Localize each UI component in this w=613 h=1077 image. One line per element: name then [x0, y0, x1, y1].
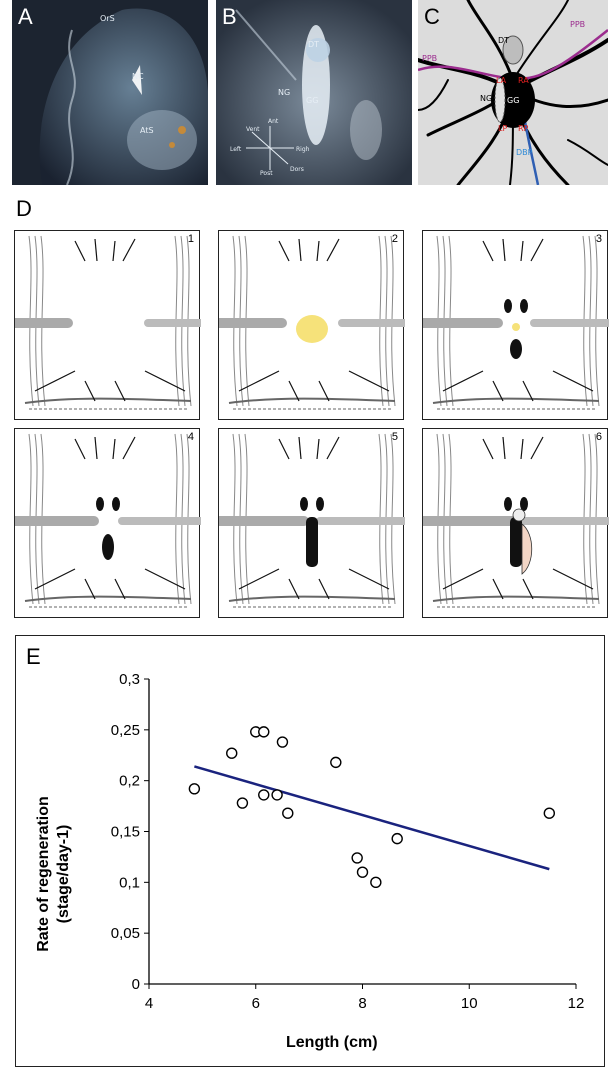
stage-panel-6: 6 [422, 428, 609, 618]
ats-label: AtS [140, 126, 154, 135]
data-point [356, 866, 369, 878]
stage-panel-1: 1 [14, 230, 201, 420]
stage-panel-3: 3 [422, 230, 609, 420]
data-point [226, 747, 238, 759]
y-tick-label: 0,05 [111, 925, 140, 942]
data-point [236, 797, 249, 809]
x-tick-label: 4 [145, 995, 153, 1012]
stage-number: 1 [187, 233, 194, 245]
ng-label: NG [278, 88, 291, 97]
data-point [188, 783, 201, 795]
trend-line [194, 765, 550, 871]
x-tick-label: 6 [252, 995, 260, 1012]
data-point [370, 876, 382, 889]
c-ra-label: RA [518, 76, 529, 85]
panel-e-letter: E [26, 644, 41, 669]
data-point [258, 789, 270, 801]
panel-b-letter: B [222, 4, 237, 29]
stage-panel-5: 5 [218, 428, 405, 618]
dt-label: DT [308, 40, 320, 49]
c-gg-label: GG [507, 96, 520, 105]
stage-drawing-3 [423, 235, 609, 410]
panel-b-photo: B DT NG GG Ant Vent Left Righ Post Dors [216, 0, 412, 185]
compass-dors: Dors [290, 166, 304, 173]
data-point [271, 789, 283, 801]
c-dt-label: DT [498, 36, 510, 45]
data-point [543, 807, 556, 819]
stage-drawing-6 [423, 433, 609, 608]
panel-d-letter: D [16, 196, 32, 221]
data-point [258, 726, 270, 738]
y-axis-title-line-2: (stage/day-1) [55, 824, 72, 924]
panel-c-letter: C [424, 4, 440, 29]
nc-label: NC [132, 72, 144, 81]
c-dbp-label: DBP [516, 148, 533, 157]
stage-number: 3 [595, 233, 602, 245]
c-la-label: LA [496, 76, 507, 85]
compass-left: Left [230, 146, 242, 153]
data-point [282, 807, 294, 819]
y-tick-label: 0,25 [111, 722, 140, 739]
c-ppb-right-label: PPB [570, 20, 586, 29]
c-lp-label: LP [498, 124, 508, 133]
stage-number: 2 [391, 233, 398, 245]
panel-c-diagram: C DT PPB PPB LA RA NG GG LP RP DBP [418, 0, 608, 185]
stage-panel-2: 2 [218, 230, 405, 420]
compass-ant: Ant [268, 118, 279, 125]
y-tick-label: 0,3 [119, 671, 140, 688]
x-tick-label: 10 [461, 995, 478, 1012]
x-tick-label: 12 [568, 995, 585, 1012]
c-ppb-left-label: PPB [422, 54, 438, 63]
data-point [330, 756, 342, 769]
x-axis-title: Length (cm) [286, 1034, 378, 1051]
stage-panel-4: 4 [14, 428, 201, 618]
stage-drawing-4 [15, 433, 201, 608]
y-tick-label: 0,2 [119, 773, 140, 790]
stage-drawing-1 [15, 235, 201, 410]
compass-vent: Vent [246, 126, 260, 133]
panel-a-photo: A OrS NC AtS [12, 0, 208, 185]
compass-right: Righ [296, 146, 310, 153]
stage-drawing-2 [219, 235, 405, 410]
y-axis-title: Rate of regeneration (stage/day-1) [22, 724, 86, 1024]
y-tick-label: 0,15 [111, 824, 140, 841]
scatter-plot: 0 0,05 0,1 0,15 0,2 0,25 0,3 4 6 8 10 12 [111, 671, 585, 1012]
panel-a-image [12, 0, 208, 185]
ors-label: OrS [100, 14, 115, 23]
stage-number: 5 [391, 431, 398, 443]
c-ng-label: NG [480, 94, 493, 103]
data-point [351, 852, 363, 864]
panel-c-schematic [418, 0, 608, 185]
stage-drawing-5 [219, 433, 405, 608]
panel-a-letter: A [18, 4, 33, 29]
y-tick-label: 0,1 [119, 874, 140, 891]
data-point [276, 736, 289, 748]
panel-b-image [216, 0, 412, 185]
stage-number: 4 [187, 431, 194, 443]
compass-post: Post [260, 170, 273, 177]
x-tick-label: 8 [358, 995, 366, 1012]
y-axis-title-line-1: Rate of regeneration [35, 796, 52, 952]
y-tick-label: 0 [132, 976, 140, 993]
stage-number: 6 [595, 431, 602, 443]
gg-label: GG [306, 96, 319, 105]
panel-e-chart: E 0 0,05 0,1 0,15 0,2 0,25 0,3 4 6 8 10 12 Rate of … [15, 635, 605, 1067]
c-rp-label: RP [518, 124, 529, 133]
data-point [391, 832, 403, 845]
